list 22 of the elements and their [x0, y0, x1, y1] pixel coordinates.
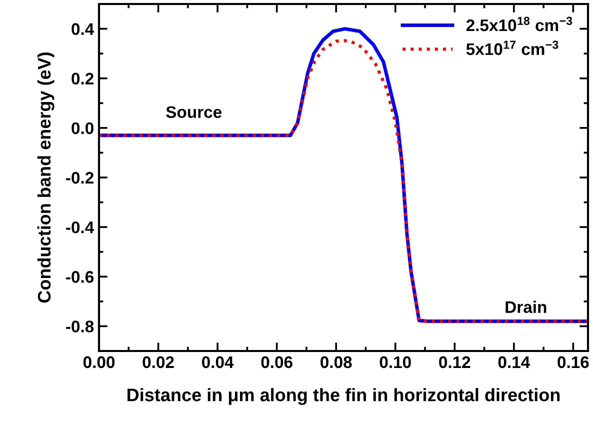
y-tick-label: 0.0: [72, 122, 94, 134]
x-axis-title: Distance in μm along the fin in horizontal direction: [128, 388, 560, 405]
annotation: Source: [166, 106, 222, 118]
y-tick-label: 0.4: [72, 23, 94, 35]
x-tick-label: 0.10: [380, 356, 411, 368]
legend-label: 5x10$^{17}$ cm$^{−3}$: [466, 40, 558, 56]
legend-label: 2.5x10$^{18}$ cm$^{−3}$: [466, 16, 572, 32]
x-tick-label: 0.12: [439, 356, 470, 368]
x-tick-label: 0.08: [320, 356, 352, 368]
annotation: Drain: [506, 300, 546, 314]
x-tick-label: 0.04: [202, 356, 234, 368]
y-tick-label: -0.2: [66, 172, 94, 184]
x-tick-label: 0.02: [142, 356, 174, 368]
x-tick-label: 0.14: [498, 356, 530, 368]
x-tick-label: 0.16: [558, 356, 589, 368]
y-tick-label: -0.6: [66, 271, 94, 283]
y-tick-label: -0.8: [66, 320, 94, 332]
y-tick-label: -0.4: [66, 221, 94, 234]
y-axis-title: Conduction band energy (eV): [37, 52, 54, 303]
y-tick-label: 0.2: [72, 72, 94, 85]
x-tick-label: 0.00: [83, 356, 115, 368]
x-tick-label: 0.06: [261, 356, 292, 368]
